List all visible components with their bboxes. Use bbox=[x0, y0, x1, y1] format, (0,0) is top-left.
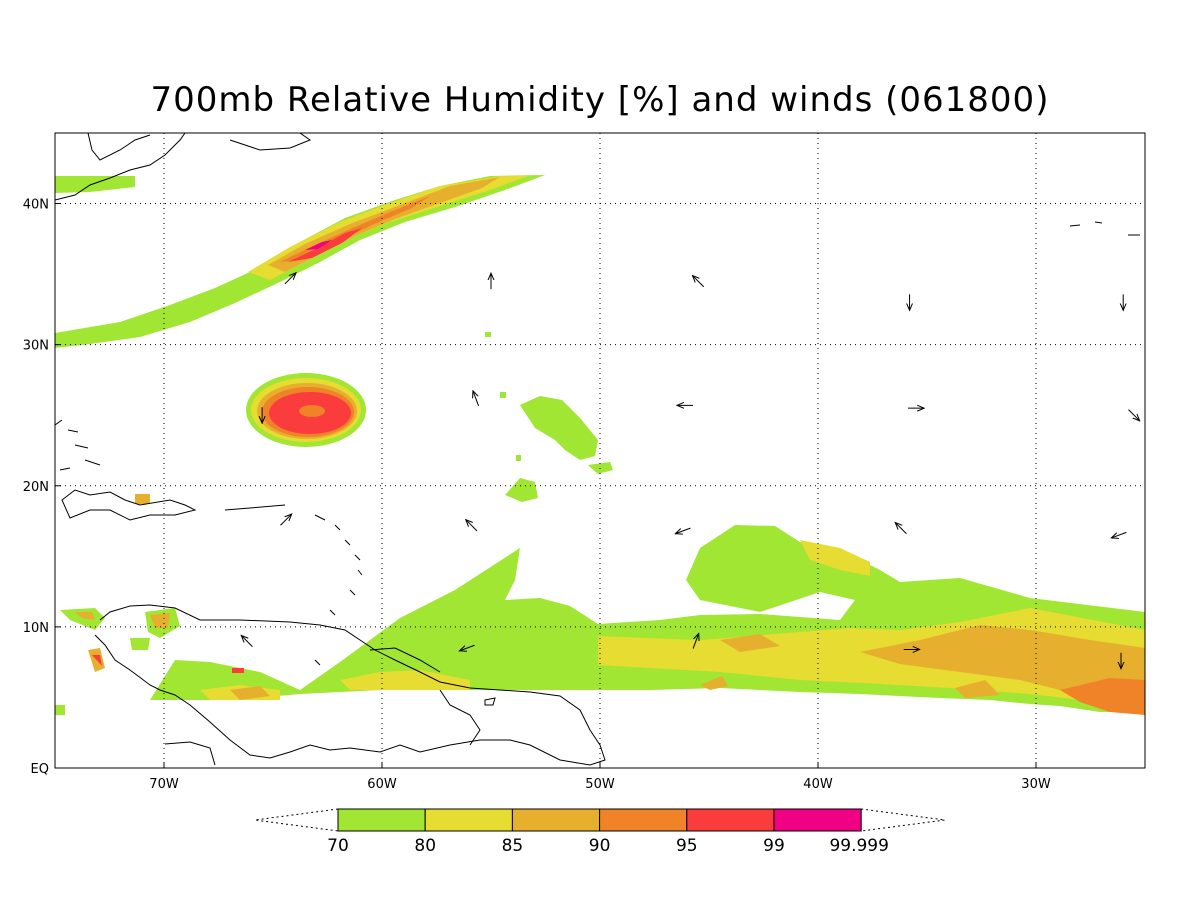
wind-arrow bbox=[473, 391, 480, 406]
map-title: 700mb Relative Humidity [%] and winds (0… bbox=[150, 80, 1050, 120]
colorbar-segment bbox=[686, 808, 775, 832]
wind-arrow bbox=[241, 635, 253, 647]
wind-arrow bbox=[895, 523, 907, 535]
wind-arrow bbox=[466, 520, 478, 532]
wind-arrow bbox=[284, 273, 296, 285]
colorbar-segment bbox=[337, 808, 426, 832]
colorbar-label: 85 bbox=[502, 836, 524, 856]
lat-tick-label: EQ bbox=[31, 762, 49, 777]
coastlines bbox=[55, 133, 1140, 766]
colorbar-label: 90 bbox=[589, 836, 611, 856]
wind-arrow bbox=[1111, 531, 1127, 538]
colorbar-segment bbox=[773, 808, 862, 832]
lat-tick-label: 30N bbox=[23, 339, 49, 354]
wind-arrow bbox=[692, 633, 699, 649]
colorbar-label: 99 bbox=[763, 836, 785, 856]
colorbar-upper-extension bbox=[861, 808, 946, 832]
colorbar-label: 80 bbox=[414, 836, 436, 856]
colorbar-label: 70 bbox=[327, 836, 349, 856]
lat-tick-labels: EQ 10N 20N 30N 40N bbox=[23, 198, 61, 777]
colorbar-segment bbox=[511, 808, 601, 832]
lon-tick-label: 40W bbox=[803, 777, 833, 792]
wind-arrow bbox=[280, 514, 291, 526]
colorbar-segment bbox=[599, 808, 688, 832]
wind-arrow bbox=[693, 276, 705, 288]
colorbar-label: 99.999 bbox=[829, 836, 888, 856]
lon-tick-labels: 70W 60W 50W 40W 30W bbox=[149, 762, 1051, 792]
lat-tick-label: 20N bbox=[23, 480, 49, 495]
lat-tick-label: 10N bbox=[23, 621, 49, 636]
wind-arrow bbox=[1128, 409, 1140, 421]
colorbar-label: 95 bbox=[676, 836, 698, 856]
colorbar: 70 80 85 90 95 99 99.999 bbox=[254, 808, 946, 856]
lon-tick-label: 70W bbox=[149, 777, 179, 792]
humidity-field bbox=[55, 175, 1145, 715]
wind-arrow bbox=[675, 527, 691, 534]
lon-tick-label: 30W bbox=[1021, 777, 1051, 792]
colorbar-segment bbox=[424, 808, 513, 832]
lon-tick-label: 50W bbox=[585, 777, 615, 792]
wind-arrow bbox=[460, 644, 475, 651]
lon-tick-label: 60W bbox=[367, 777, 397, 792]
lat-tick-label: 40N bbox=[23, 198, 49, 213]
colorbar-lower-extension bbox=[254, 808, 339, 832]
wind-vectors bbox=[241, 273, 1139, 669]
lat-lon-grid bbox=[55, 133, 1145, 768]
